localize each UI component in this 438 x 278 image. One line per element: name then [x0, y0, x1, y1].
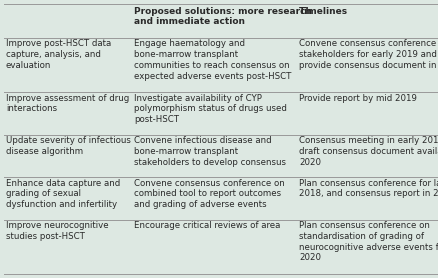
Text: Convene consensus conference of
stakeholders for early 2019 and
provide consensu: Convene consensus conference of stakehol… [298, 39, 438, 70]
Text: Engage haematology and
bone-marrow transplant
communities to reach consensus on
: Engage haematology and bone-marrow trans… [134, 39, 291, 81]
Text: Improve assessment of drug
interactions: Improve assessment of drug interactions [6, 94, 129, 113]
Text: Improve neurocognitive
studies post-HSCT: Improve neurocognitive studies post-HSCT [6, 221, 108, 241]
Text: Consensus meeting in early 2019;
draft consensus document available
2020: Consensus meeting in early 2019; draft c… [298, 136, 438, 167]
Text: Update severity of infectious
disease algorithm: Update severity of infectious disease al… [6, 136, 131, 156]
Text: Plan consensus conference on
standardisation of grading of
neurocognitive advers: Plan consensus conference on standardisa… [298, 221, 438, 262]
Text: Convene consensus conference on
combined tool to report outcomes
and grading of : Convene consensus conference on combined… [134, 179, 284, 209]
Text: Plan consensus conference for late
2018, and consensus report in 2020: Plan consensus conference for late 2018,… [298, 179, 438, 198]
Text: Proposed solutions: more research
and immediate action: Proposed solutions: more research and im… [134, 7, 311, 26]
Text: Convene infectious disease and
bone-marrow transplant
stakeholders to develop co: Convene infectious disease and bone-marr… [134, 136, 285, 167]
Text: Encourage critical reviews of area: Encourage critical reviews of area [134, 221, 280, 230]
Text: Enhance data capture and
grading of sexual
dysfunction and infertility: Enhance data capture and grading of sexu… [6, 179, 120, 209]
Text: Improve post-HSCT data
capture, analysis, and
evaluation: Improve post-HSCT data capture, analysis… [6, 39, 111, 70]
Text: Provide report by mid 2019: Provide report by mid 2019 [298, 94, 416, 103]
Text: Timelines: Timelines [298, 7, 347, 16]
Text: Investigate availability of CYP
polymorphism status of drugs used
post-HSCT: Investigate availability of CYP polymorp… [134, 94, 286, 124]
